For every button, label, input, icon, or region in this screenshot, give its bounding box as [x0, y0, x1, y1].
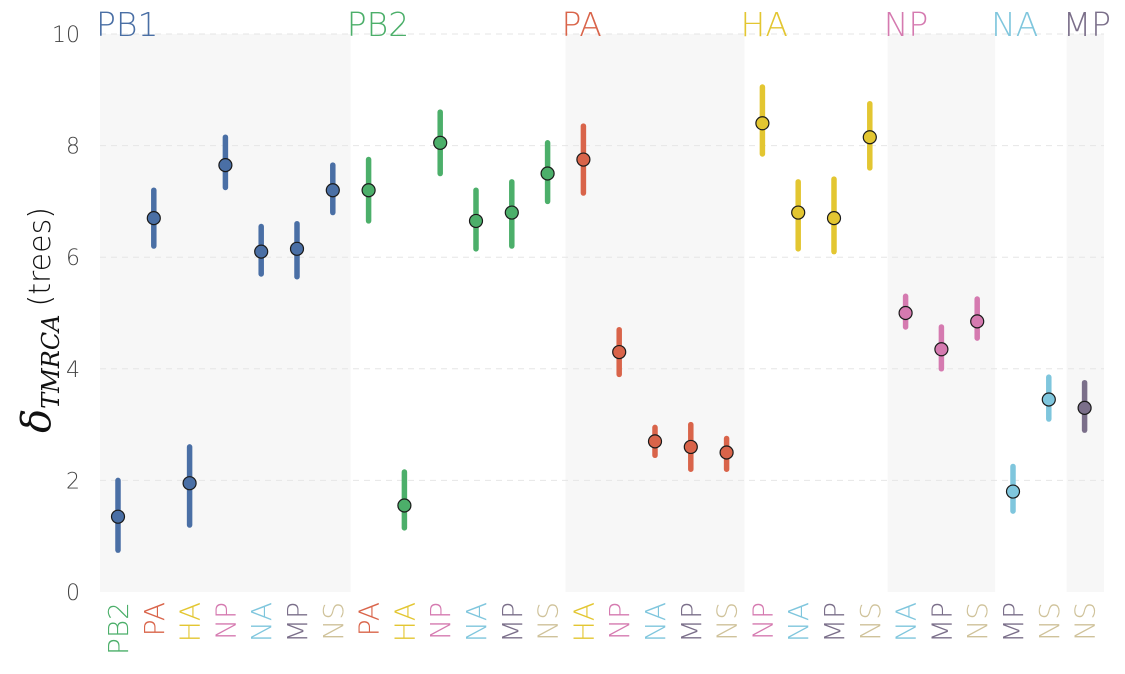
category-label-mp: MP — [496, 602, 529, 643]
point-pb2-ns — [540, 166, 555, 181]
group-bands — [100, 34, 1104, 592]
group-label-pa: PA — [562, 5, 602, 44]
group-label-na: NA — [991, 5, 1038, 44]
point-pb2-np — [433, 135, 448, 150]
category-label-ha: HA — [174, 602, 207, 642]
y-axis-label-subscript: TMRCA — [37, 314, 65, 408]
category-label-mp: MP — [675, 602, 708, 643]
point-pa-ns — [719, 445, 734, 460]
point-pb2-mp — [504, 205, 519, 220]
category-label-ns: NS — [1033, 602, 1066, 641]
point-na-mp — [1005, 484, 1021, 499]
category-label-mp: MP — [997, 602, 1030, 643]
category-label-mp: MP — [818, 602, 851, 643]
category-label-na: NA — [460, 602, 493, 642]
point-pb1-pb2 — [110, 509, 126, 524]
point-pa-mp — [683, 439, 698, 455]
y-tick-label: 6 — [66, 246, 80, 271]
band-pa — [565, 34, 745, 592]
point-pb2-na — [468, 213, 484, 229]
point-pa-ha — [576, 152, 591, 167]
point-ha-na — [791, 205, 806, 220]
y-tick-label: 10 — [52, 23, 80, 48]
point-pb1-np — [218, 158, 233, 173]
point-np-mp — [934, 342, 949, 357]
gridlines — [100, 33, 1104, 481]
group-label-np: NP — [884, 5, 929, 44]
category-label-na: NA — [639, 602, 672, 642]
category-label-mp: MP — [281, 602, 314, 643]
category-label-ns: NS — [317, 602, 350, 641]
band-pb1 — [100, 34, 351, 592]
category-labels: PB2 PA HA NP NA MP NS PA HA NP NA MP NS HA NP NA MP NS NP N… — [102, 602, 1102, 655]
point-na-ns — [1041, 392, 1056, 407]
category-label-na: NA — [890, 602, 923, 642]
category-label-np: NP — [746, 602, 779, 640]
category-label-mp: MP — [925, 602, 958, 643]
category-label-pa: PA — [138, 602, 171, 636]
y-tick-labels: 0 2 4 6 8 10 — [52, 23, 80, 606]
point-pb1-pa — [146, 211, 161, 226]
y-axis-label: δTMRCA (trees) — [14, 207, 65, 433]
category-label-ns: NS — [711, 602, 744, 641]
point-pa-np — [612, 344, 627, 360]
error-bars — [115, 84, 1088, 553]
category-label-ha: HA — [567, 602, 600, 642]
point-pb1-ha — [182, 476, 197, 491]
point-ha-np — [755, 116, 770, 131]
category-label-ns: NS — [532, 602, 565, 641]
category-label-ha: HA — [388, 602, 421, 642]
category-label-na: NA — [245, 602, 278, 642]
group-labels: PB1 PB2 PA HA NP NA MP — [96, 5, 1111, 44]
category-label-np: NP — [603, 602, 636, 640]
y-tick-label: 2 — [66, 469, 80, 494]
point-ha-ns — [862, 130, 877, 145]
group-label-ha: HA — [741, 5, 788, 44]
category-label-ns: NS — [961, 602, 994, 641]
point-np-ns — [970, 314, 985, 329]
y-tick-label: 8 — [66, 135, 80, 160]
category-label-np: NP — [424, 602, 457, 640]
category-label-np: NP — [209, 602, 242, 640]
point-pb2-pa — [361, 183, 376, 198]
point-ha-mp — [826, 211, 842, 226]
category-label-ns: NS — [854, 602, 887, 641]
category-label-ns: NS — [1069, 602, 1102, 641]
point-mp-ns — [1077, 400, 1092, 415]
y-tick-label: 4 — [66, 358, 80, 383]
y-tick-label: 0 — [66, 581, 80, 606]
point-np-na — [898, 305, 913, 321]
group-label-mp: MP — [1063, 5, 1111, 44]
category-label-na: NA — [782, 602, 815, 642]
point-pb1-ns — [325, 183, 340, 198]
category-label-pb2: PB2 — [102, 602, 135, 655]
category-label-pa: PA — [353, 602, 386, 636]
y-axis-label-symbol: δ — [14, 409, 60, 433]
point-pb1-mp — [289, 241, 305, 256]
point-pb1-na — [254, 244, 269, 259]
group-label-pb2: PB2 — [347, 5, 410, 44]
point-pa-na — [647, 434, 663, 449]
data-points — [110, 116, 1092, 524]
band-mp — [1066, 34, 1104, 592]
y-axis-label-unit: (trees) — [23, 207, 58, 306]
group-label-pb1: PB1 — [96, 5, 159, 44]
point-pb2-ha — [397, 498, 412, 513]
